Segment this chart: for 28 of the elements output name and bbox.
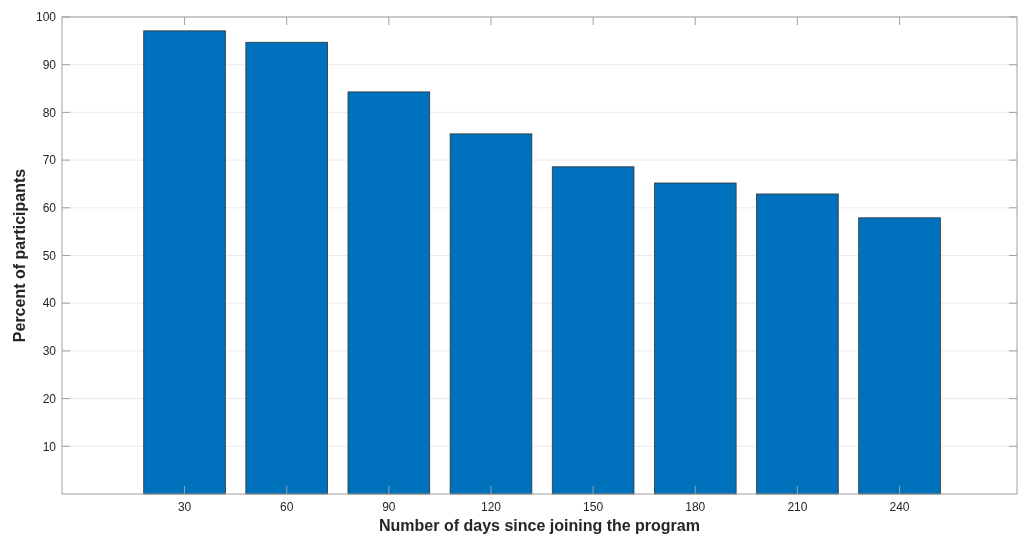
x-tick-label: 30 [177, 500, 192, 514]
bar [143, 30, 226, 495]
y-axis-title: Percent of participants [11, 168, 28, 343]
y-tick-label: 90 [42, 57, 57, 72]
bar [245, 41, 328, 495]
bar [756, 193, 839, 495]
y-tick-label: 20 [42, 391, 57, 406]
x-tick-label: 90 [382, 500, 396, 514]
y-tick-label: 30 [42, 344, 57, 359]
y-tick-label: 70 [42, 153, 57, 168]
bar [858, 217, 941, 495]
y-tick-label: 10 [42, 439, 57, 454]
y-tick-label: 100 [35, 10, 57, 25]
bar [347, 91, 431, 495]
x-tick-label: 240 [889, 500, 910, 514]
bar [449, 133, 533, 495]
bar [551, 166, 635, 495]
y-tick-label: 50 [42, 248, 57, 263]
x-axis-title: Number of days since joining the program [379, 517, 700, 534]
x-tick-label: 210 [787, 500, 808, 514]
x-tick-label: 180 [685, 500, 706, 514]
y-tick-label: 80 [42, 105, 57, 120]
y-tick-label: 40 [42, 296, 57, 311]
x-tick-label: 150 [583, 500, 604, 514]
x-tick-label: 120 [480, 500, 502, 514]
bar [654, 182, 737, 495]
y-tick-label: 60 [42, 201, 57, 215]
x-tick-label: 60 [280, 500, 294, 514]
